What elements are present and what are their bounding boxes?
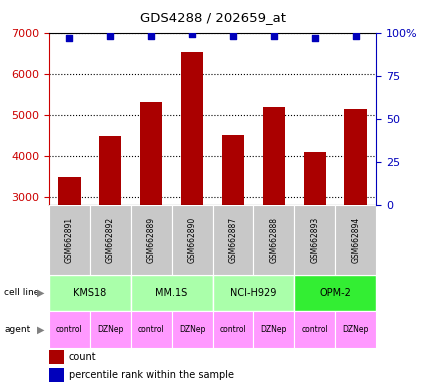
- Text: DZNep: DZNep: [261, 325, 287, 334]
- Bar: [131, 205, 172, 275]
- Bar: [49, 350, 64, 364]
- Bar: [90, 205, 131, 275]
- Bar: [49, 311, 90, 348]
- Bar: [263, 107, 285, 321]
- Text: GDS4288 / 202659_at: GDS4288 / 202659_at: [139, 11, 286, 24]
- Point: [189, 31, 196, 37]
- Bar: [335, 311, 376, 348]
- Point: [230, 33, 236, 39]
- Bar: [253, 205, 294, 275]
- Bar: [49, 368, 64, 382]
- Bar: [172, 205, 212, 275]
- Text: DZNep: DZNep: [343, 325, 369, 334]
- Bar: [131, 275, 212, 311]
- Text: NCI-H929: NCI-H929: [230, 288, 277, 298]
- Text: DZNep: DZNep: [97, 325, 123, 334]
- Text: control: control: [220, 325, 246, 334]
- Text: GSM662888: GSM662888: [269, 217, 278, 263]
- Bar: [212, 275, 294, 311]
- Bar: [294, 205, 335, 275]
- Bar: [90, 311, 131, 348]
- Text: OPM-2: OPM-2: [319, 288, 351, 298]
- Bar: [58, 177, 81, 321]
- Text: DZNep: DZNep: [179, 325, 205, 334]
- Bar: [344, 109, 367, 321]
- Bar: [172, 311, 212, 348]
- Bar: [140, 102, 162, 321]
- Text: GSM662894: GSM662894: [351, 217, 360, 263]
- Bar: [49, 205, 90, 275]
- Text: MM.1S: MM.1S: [156, 288, 188, 298]
- Text: control: control: [56, 325, 83, 334]
- Bar: [212, 311, 253, 348]
- Point: [270, 33, 277, 39]
- Text: KMS18: KMS18: [73, 288, 106, 298]
- Bar: [181, 52, 203, 321]
- Point: [352, 33, 359, 39]
- Text: control: control: [301, 325, 328, 334]
- Text: cell line: cell line: [4, 288, 40, 297]
- Bar: [303, 152, 326, 321]
- Bar: [49, 275, 131, 311]
- Point: [107, 33, 113, 39]
- Bar: [131, 311, 172, 348]
- Text: agent: agent: [4, 325, 31, 334]
- Bar: [222, 136, 244, 321]
- Text: GSM662892: GSM662892: [106, 217, 115, 263]
- Text: GSM662890: GSM662890: [187, 217, 196, 263]
- Text: GSM662889: GSM662889: [147, 217, 156, 263]
- Text: control: control: [138, 325, 164, 334]
- Point: [148, 33, 155, 39]
- Bar: [335, 205, 376, 275]
- Bar: [212, 205, 253, 275]
- Point: [66, 35, 73, 41]
- Text: ▶: ▶: [37, 288, 44, 298]
- Bar: [99, 136, 122, 321]
- Bar: [294, 275, 376, 311]
- Text: ▶: ▶: [37, 324, 44, 334]
- Point: [312, 35, 318, 41]
- Text: GSM662891: GSM662891: [65, 217, 74, 263]
- Text: percentile rank within the sample: percentile rank within the sample: [68, 370, 233, 380]
- Bar: [253, 311, 294, 348]
- Text: GSM662893: GSM662893: [310, 217, 319, 263]
- Bar: [294, 311, 335, 348]
- Text: count: count: [68, 352, 96, 362]
- Text: GSM662887: GSM662887: [229, 217, 238, 263]
